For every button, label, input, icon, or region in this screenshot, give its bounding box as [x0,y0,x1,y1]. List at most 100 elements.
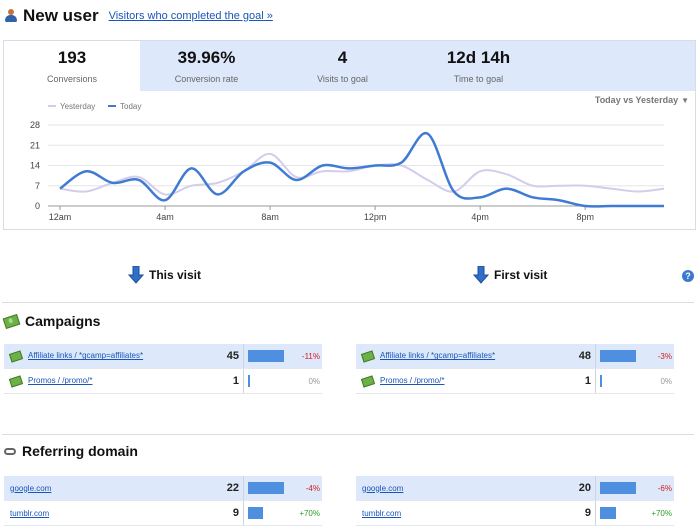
campaigns-heading: Campaigns [2,313,101,329]
x-tick-label: 8am [261,212,279,222]
tab-visits-to-goal[interactable]: 4 Visits to goal [273,41,412,91]
x-tick-label: 12am [49,212,72,222]
tab-conversion-rate[interactable]: 39.96% Conversion rate [140,41,273,91]
campaigns-this-visit-table: Affiliate links / *gcamp=affiliates* 45 … [4,344,322,394]
domain-link[interactable]: tumblr.com [362,508,402,518]
table-row: tumblr.com 9 +70% [356,500,674,526]
y-tick-label: 21 [30,140,40,150]
count-value: 9 [213,500,244,526]
down-arrow-icon [128,266,144,284]
compare-label: Today vs Yesterday [594,95,679,105]
metric-value: 193 [57,48,87,67]
money-icon [8,375,24,388]
change-percent: -4% [294,476,322,501]
this-visit-label: This visit [149,268,202,282]
count-bar [600,482,636,494]
campaigns-first-visit-table: Affiliate links / *gcamp=affiliates* 48 … [356,344,674,394]
campaign-link[interactable]: Affiliate links / *gcamp=affiliates* [380,351,496,361]
legend-label: Today [120,102,141,111]
goal-overview-panel: 193 Conversions 39.96% Conversion rate 4… [3,40,696,230]
table-row: Affiliate links / *gcamp=affiliates* 48 … [356,344,674,369]
series-line-yesterday [59,152,665,196]
metric-label: Time to goal [453,74,504,84]
count-bar [248,375,250,387]
this-visit-heading: This visit [128,266,201,284]
tab-time-to-goal[interactable]: 12d 14h Time to goal [412,41,545,91]
campaigns-title: Campaigns [25,313,101,329]
count-value: 1 [213,368,244,394]
referring-domain-title: Referring domain [22,443,138,459]
x-tick-label: 4am [156,212,174,222]
table-row: google.com 22 -4% [4,476,322,501]
divider [2,434,694,435]
metric-label: Visits to goal [317,74,368,84]
money-icon [8,350,24,363]
metric-value: 12d 14h [446,48,511,67]
x-tick-label: 4pm [471,212,489,222]
count-value: 20 [565,476,596,501]
count-bar [248,350,284,362]
first-visit-label: First visit [494,268,548,282]
table-row: google.com 20 -6% [356,476,674,501]
count-bar [600,507,616,519]
money-icon [360,375,376,388]
first-visit-heading: First visit [473,266,547,284]
series-line-today [59,132,664,208]
metric-value: 4 [337,48,348,67]
count-bar [248,507,263,519]
visitors-completed-goal-link[interactable]: Visitors who completed the goal » [108,10,273,22]
y-tick-label: 28 [30,120,40,130]
conversions-line-chart: 0 7 14 21 28 12am 4am 8am 12pm 4pm 8pm Yesterday Tod… [30,102,665,222]
money-icon [2,313,21,329]
down-arrow-icon [473,266,489,284]
y-tick-label: 7 [35,181,40,191]
count-value: 45 [213,344,244,369]
count-bar [600,375,602,387]
x-tick-label: 8pm [576,212,594,222]
chevron-down-icon: ▼ [681,96,689,105]
campaign-link[interactable]: Promos / /promo/* [28,376,93,386]
referring-first-visit-table: google.com 20 -6% tumblr.com 9 +70% [356,476,674,526]
count-bar [600,350,636,362]
count-value: 48 [565,344,596,369]
change-percent: 0% [646,368,674,394]
tab-conversions[interactable]: 193 Conversions [4,41,140,91]
campaign-link[interactable]: Affiliate links / *gcamp=affiliates* [28,351,144,361]
table-row: Affiliate links / *gcamp=affiliates* 45 … [4,344,322,369]
x-tick-label: 12pm [364,212,387,222]
metric-tabs: 193 Conversions 39.96% Conversion rate 4… [4,41,695,91]
count-value: 22 [213,476,244,501]
count-value: 1 [565,368,596,394]
chain-link-icon [4,447,16,455]
compare-dropdown[interactable]: Today vs Yesterday ▼ [595,95,689,105]
change-percent: -3% [646,344,674,369]
domain-link[interactable]: tumblr.com [10,508,50,518]
y-tick-label: 0 [35,201,40,211]
divider [2,302,694,303]
metric-label: Conversion rate [174,74,239,84]
change-percent: -11% [294,344,322,369]
change-percent: +70% [646,500,674,526]
page-title: New user [23,6,99,25]
change-percent: +70% [294,500,322,526]
table-row: Promos / /promo/* 1 0% [4,368,322,394]
campaign-link[interactable]: Promos / /promo/* [380,376,445,386]
table-row: Promos / /promo/* 1 0% [356,368,674,394]
help-icon[interactable]: ? [682,270,694,282]
page-header: New user Visitors who completed the goal… [4,4,273,28]
referring-domain-heading: Referring domain [4,443,138,459]
legend-label: Yesterday [60,102,95,111]
money-icon [360,350,376,363]
metric-label: Conversions [46,74,98,84]
domain-link[interactable]: google.com [10,483,52,493]
table-row: tumblr.com 9 +70% [4,500,322,526]
y-tick-label: 14 [30,161,40,171]
count-bar [248,482,284,494]
metric-value: 39.96% [177,48,236,67]
count-value: 9 [565,500,596,526]
referring-this-visit-table: google.com 22 -4% tumblr.com 9 +70% [4,476,322,526]
user-icon [4,9,18,23]
change-percent: 0% [294,368,322,394]
change-percent: -6% [646,476,674,501]
domain-link[interactable]: google.com [362,483,404,493]
